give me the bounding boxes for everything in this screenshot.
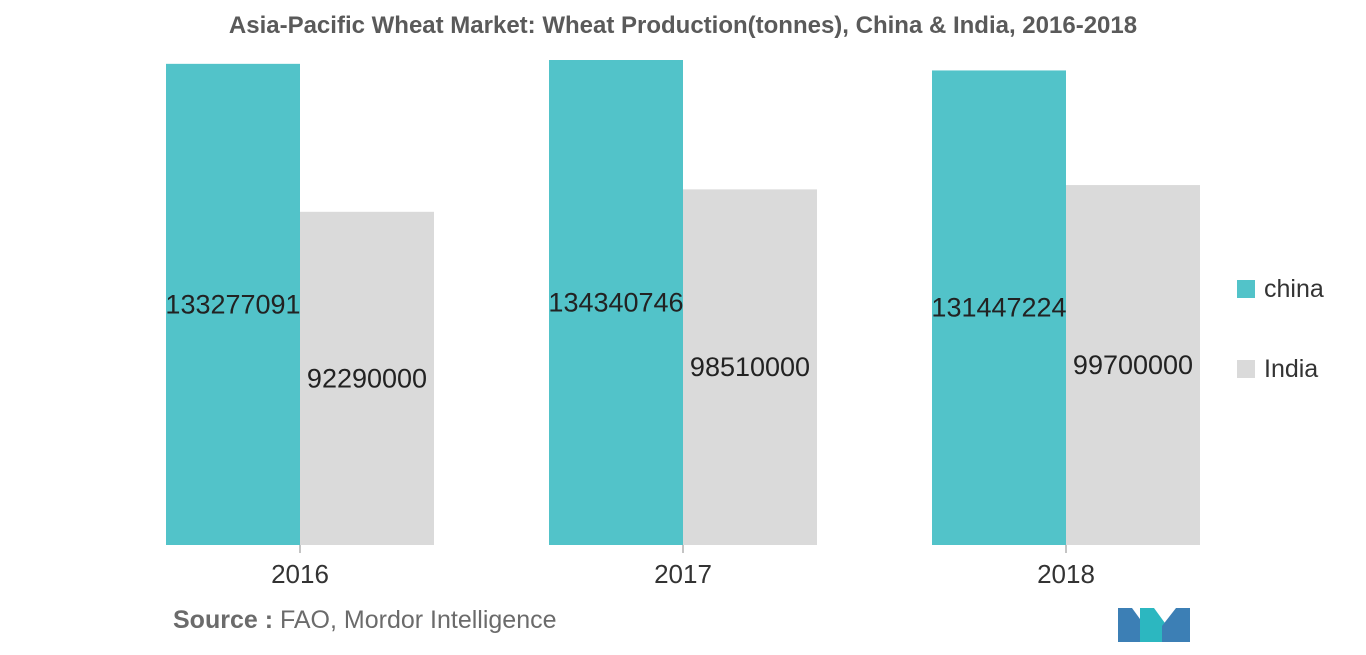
- source-text: FAO, Mordor Intelligence: [279, 606, 557, 634]
- bar-india-2016: [300, 211, 434, 545]
- logo-shape-right: [1162, 608, 1190, 642]
- x-tick-label-2017: 2017: [654, 559, 712, 589]
- legend-item-india: India: [1237, 352, 1324, 386]
- bar-india-2017: [683, 189, 817, 545]
- legend: china India: [1237, 272, 1324, 432]
- data-label-china-2017: 134340746: [548, 288, 683, 318]
- legend-swatch-china: [1237, 280, 1255, 298]
- data-label-china-2018: 131447224: [931, 293, 1066, 323]
- source-label: Source :: [173, 606, 274, 634]
- legend-label-china: china: [1264, 274, 1324, 303]
- bar-india-2018: [1066, 185, 1200, 546]
- bar-china-2018: [932, 70, 1066, 545]
- bar-china-2017: [549, 60, 683, 545]
- bar-china-2016: [166, 63, 300, 546]
- x-tick-label-2018: 2018: [1037, 559, 1095, 589]
- legend-swatch-india: [1237, 360, 1255, 378]
- mordor-intelligence-logo-icon: [1118, 608, 1190, 642]
- data-label-india-2017: 98510000: [690, 352, 810, 382]
- data-label-china-2016: 133277091: [165, 289, 300, 319]
- chart-title: Asia-Pacific Wheat Market: Wheat Product…: [228, 12, 1138, 39]
- x-tick-label-2016: 2016: [271, 559, 329, 589]
- legend-label-india: India: [1264, 354, 1319, 383]
- source-note: Source : FAO, Mordor Intelligence: [173, 606, 557, 635]
- legend-item-china: china: [1237, 272, 1324, 306]
- data-label-india-2016: 92290000: [307, 363, 427, 393]
- data-label-india-2018: 99700000: [1073, 350, 1193, 380]
